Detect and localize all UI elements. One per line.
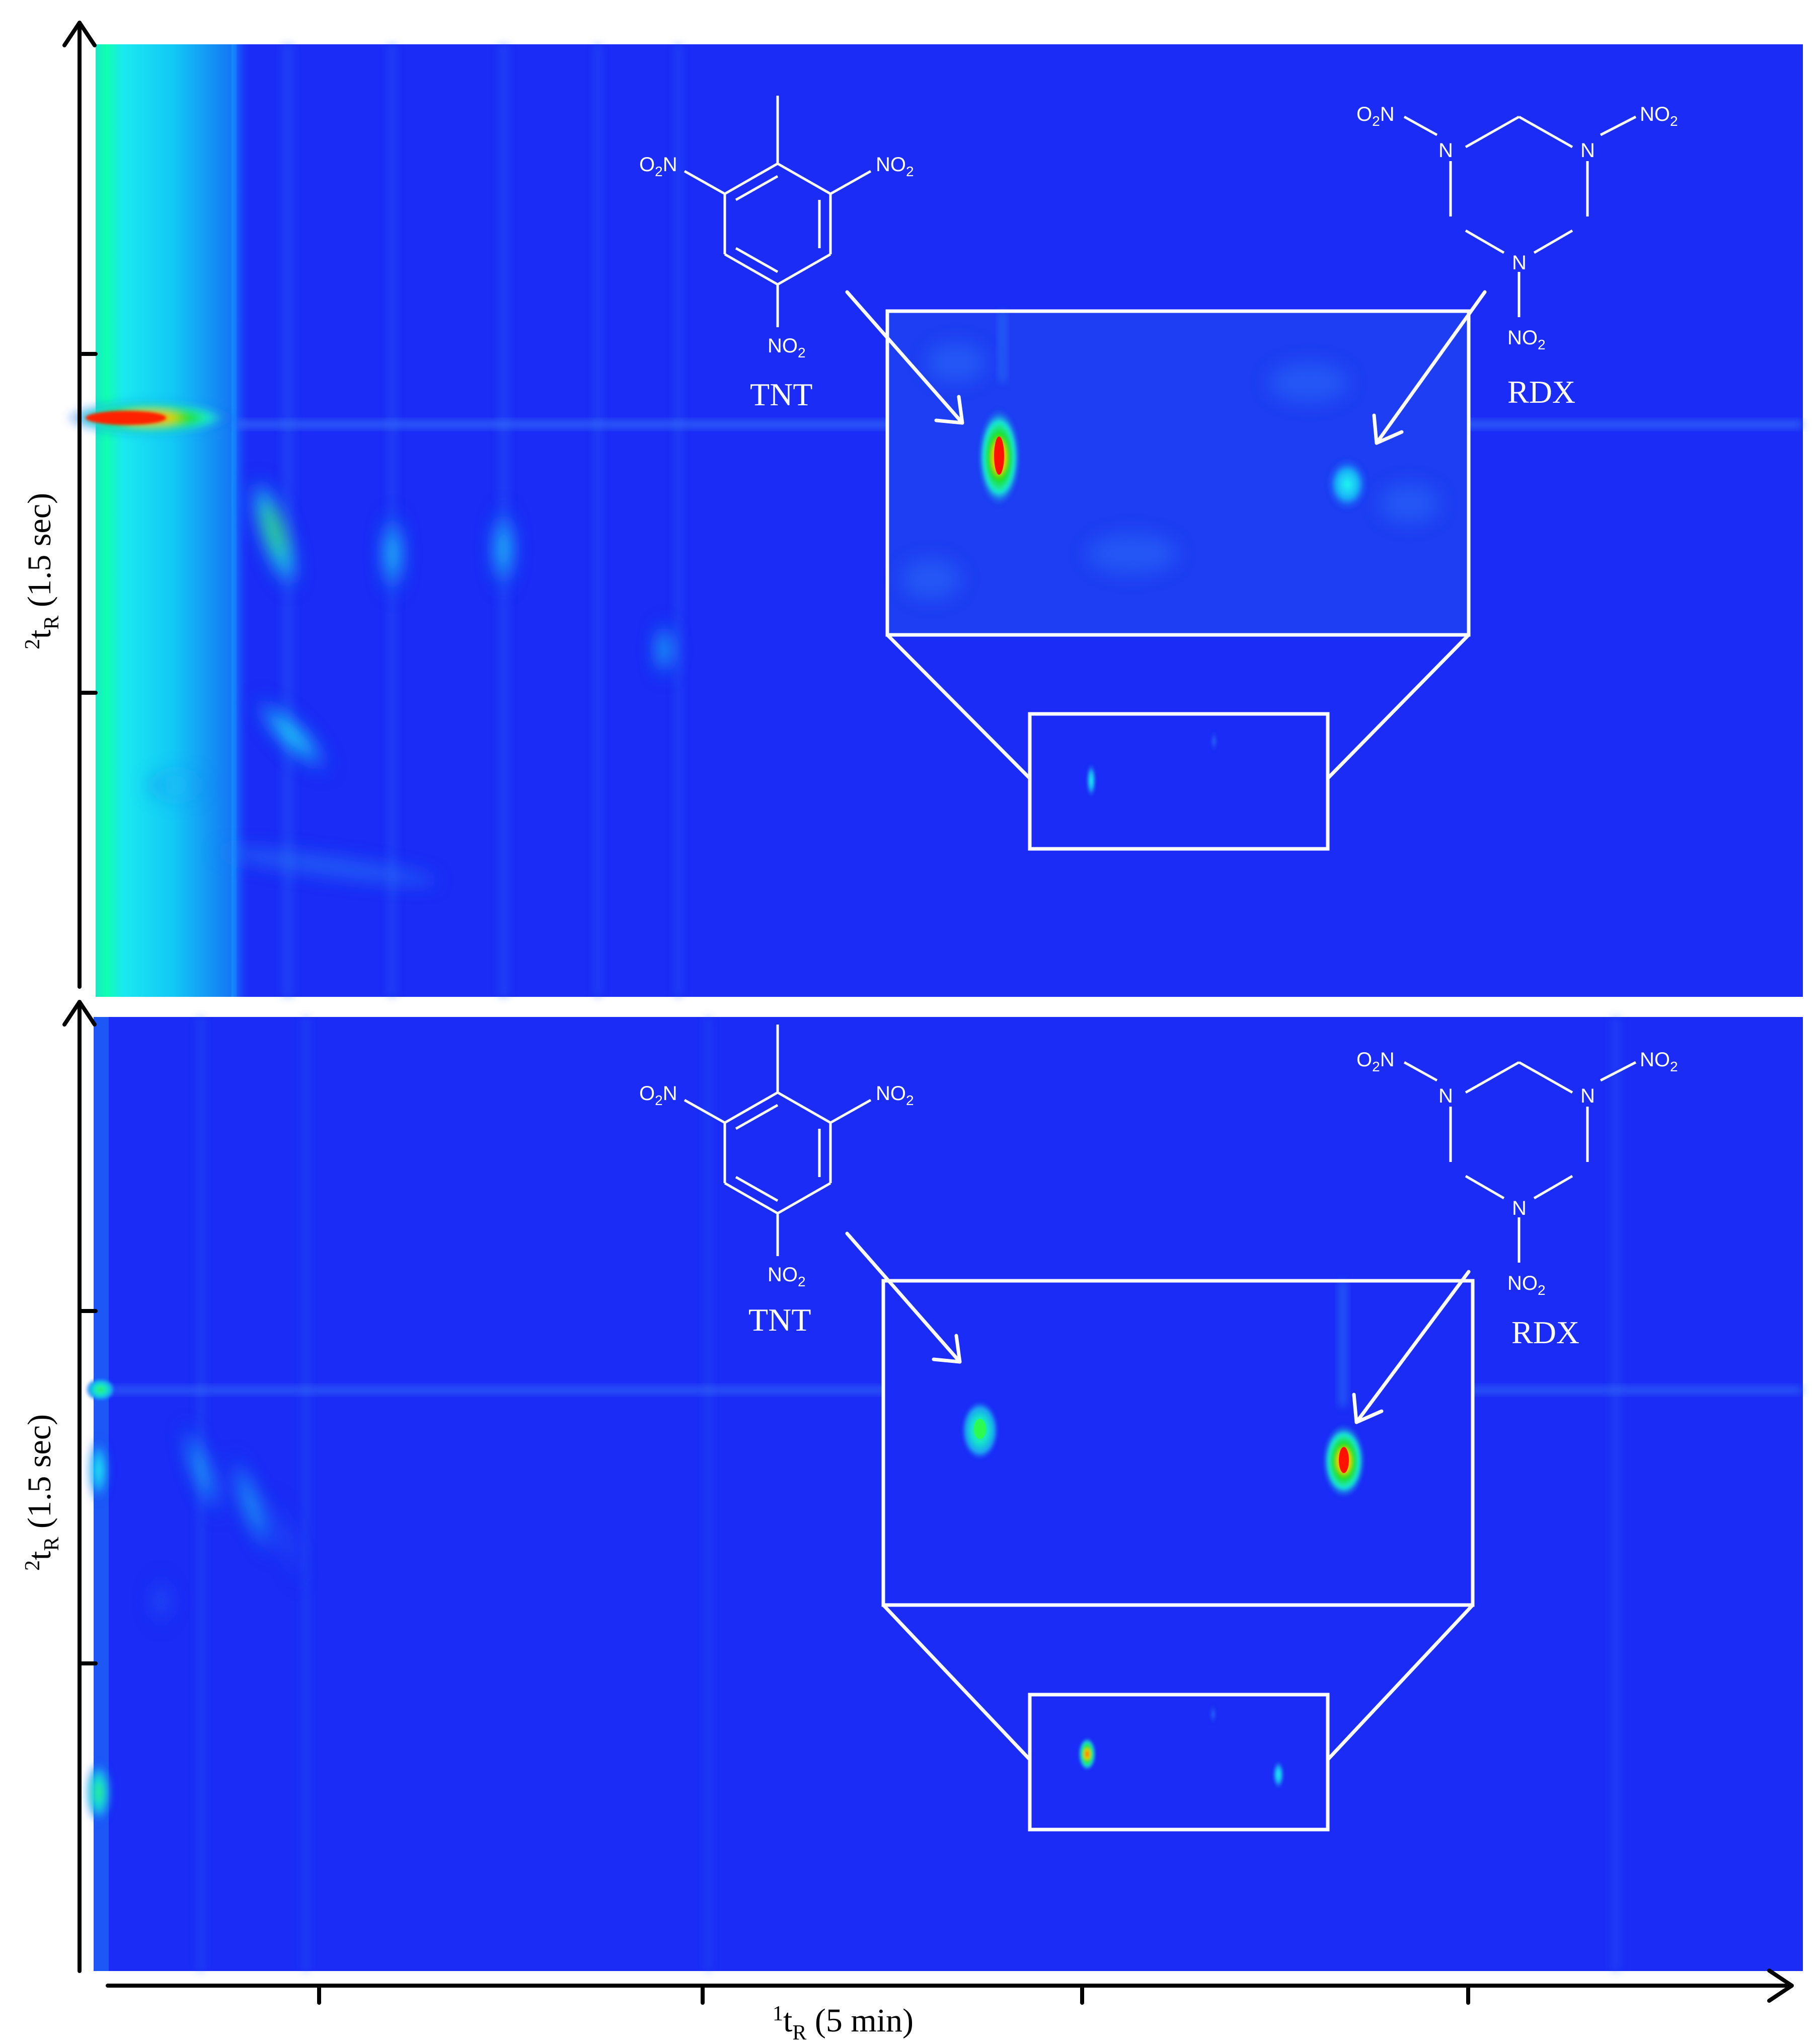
svg-text:O2N: O2N (639, 154, 677, 179)
bottom-inset-frame (881, 1279, 1475, 1607)
svg-text:NO2: NO2 (876, 154, 914, 179)
tnt-top-right-group: NO (876, 154, 906, 176)
svg-text:O2N: O2N (1356, 1049, 1395, 1074)
rdx-top-ring-n1: N (1438, 139, 1453, 162)
top-inset-frame (885, 309, 1471, 637)
rdx-top-left-group: O (1356, 103, 1372, 125)
top-panel (65, 44, 1803, 997)
bottom-early-peak (87, 1762, 111, 1823)
rdx-bottom-ring-n2: N (1580, 1085, 1595, 1107)
rdx-structure-bottom: N N N O2N NO2 NO2 RDX (1356, 1049, 1678, 1350)
rdx-bottom-left-group: O (1356, 1049, 1372, 1071)
rdx-top-right-group: NO (1640, 103, 1670, 125)
rdx-bottom-ring-n3: N (1512, 1197, 1527, 1219)
tnt-bottom-right-group: NO (876, 1082, 906, 1105)
rdx-bottom-ring-n1: N (1438, 1085, 1453, 1107)
top-rdx-peak (1325, 456, 1370, 513)
axes (62, 21, 1794, 2005)
rdx-bottom-right-group: NO (1640, 1049, 1670, 1071)
bottom-early-peak (86, 1377, 116, 1402)
svg-text:O2N: O2N (639, 1082, 677, 1108)
svg-text:NO2: NO2 (1507, 327, 1546, 352)
bottom-rdx-arrow (1354, 1270, 1471, 1424)
tnt-structure-bottom: O2N NO2 NO2 TNT (639, 1025, 914, 1338)
rdx-top-ring-n2: N (1580, 139, 1595, 162)
svg-text:O2N: O2N (1356, 103, 1395, 129)
top-solvent-band (96, 44, 237, 997)
top-tnt-arrow (845, 290, 964, 425)
bottom-y-axis-title: 2tR (1.5 sec) (21, 1414, 63, 1571)
top-peak (251, 694, 333, 776)
svg-text:NO2: NO2 (1507, 1272, 1546, 1298)
top-small-peak (1086, 762, 1096, 798)
rdx-label-top: RDX (1507, 374, 1575, 410)
bottom-small-tnt-peak (1078, 1737, 1096, 1771)
x-axis-title: 1tR (5 min) (773, 2002, 914, 2040)
svg-text:NO2: NO2 (1640, 103, 1678, 129)
bottom-small-rdx-peak (1272, 1760, 1284, 1790)
svg-text:NO2: NO2 (768, 1264, 806, 1289)
top-zoom-source-frame (1028, 712, 1330, 851)
svg-text:NO2: NO2 (1640, 1049, 1678, 1074)
tnt-label-top: TNT (750, 377, 812, 412)
top-rdx-arrow (1375, 290, 1487, 445)
rdx-top-ring-n3: N (1512, 252, 1527, 274)
rdx-structure-top: N N N O2N NO2 NO2 RDX (1356, 103, 1678, 410)
tnt-top-bottom-group: NO (768, 335, 798, 357)
tnt-bottom-left-group: O (639, 1082, 655, 1105)
top-peak (492, 503, 514, 594)
rdx-top-bottom-group: NO (1507, 327, 1538, 349)
rdx-bottom-bottom-group: NO (1507, 1272, 1538, 1294)
tnt-label-bottom: TNT (748, 1302, 811, 1338)
svg-text:NO2: NO2 (768, 335, 806, 360)
bottom-zoom-source-frame (1028, 1693, 1330, 1832)
tnt-structure-top: O2N NO2 NO2 TNT (639, 96, 914, 412)
top-peak (655, 619, 673, 680)
bottom-panel (86, 1017, 1803, 1971)
bottom-tnt-arrow (845, 1231, 962, 1364)
svg-text:NO2: NO2 (876, 1082, 914, 1108)
tnt-bottom-bottom-group: NO (768, 1264, 798, 1286)
top-y-axis-title: 2tR (1.5 sec) (21, 493, 63, 649)
rdx-label-bottom: RDX (1511, 1315, 1579, 1350)
top-peak (382, 508, 404, 599)
tnt-top-left-group: O (639, 154, 655, 176)
